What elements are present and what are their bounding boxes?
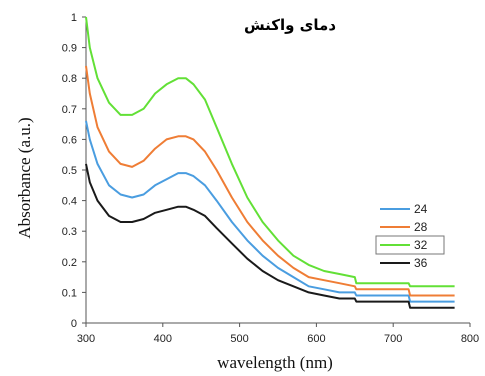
y-axis-label: Absorbance (a.u.) xyxy=(15,117,34,238)
x-tick-label: 300 xyxy=(77,333,95,345)
x-tick-label: 700 xyxy=(384,333,402,345)
y-tick-label: 0.4 xyxy=(62,196,77,208)
y-tick-label: 0 xyxy=(71,318,77,330)
legend-label-32: 32 xyxy=(414,238,428,252)
x-tick-label: 400 xyxy=(154,333,172,345)
y-tick-label: 0.7 xyxy=(62,104,77,116)
y-tick-label: 0.6 xyxy=(62,134,77,146)
legend-label-28: 28 xyxy=(414,220,428,234)
y-tick-label: 0.8 xyxy=(62,73,77,85)
legend-label-24: 24 xyxy=(414,202,428,216)
series-line-32 xyxy=(85,16,455,288)
y-tick-label: 1 xyxy=(71,12,77,24)
series-line-36 xyxy=(85,163,455,309)
y-tick-label: 0.1 xyxy=(62,287,77,299)
series-line-28 xyxy=(85,65,455,297)
x-tick-label: 800 xyxy=(461,333,479,345)
chart-title: دمای واکنش xyxy=(244,16,336,34)
y-tick-label: 0.9 xyxy=(62,43,77,55)
legend-label-36: 36 xyxy=(414,256,428,270)
y-tick-label: 0.3 xyxy=(62,226,77,238)
x-tick-label: 600 xyxy=(307,333,325,345)
series-line-24 xyxy=(85,120,455,303)
legend-selection-box xyxy=(375,235,445,255)
axes: 0 0.1 0.2 0.3 0.4 0.5 0.6 0.7 0.8 0.9 1 300 400 500 60… xyxy=(62,12,479,345)
x-axis-label: wavelength (nm) xyxy=(217,353,333,372)
y-tick-label: 0.2 xyxy=(62,257,77,269)
plot-lines xyxy=(85,16,455,309)
legend: 24 28 32 36 xyxy=(375,202,445,270)
y-tick-label: 0.5 xyxy=(62,165,77,177)
x-tick-label: 500 xyxy=(230,333,248,345)
